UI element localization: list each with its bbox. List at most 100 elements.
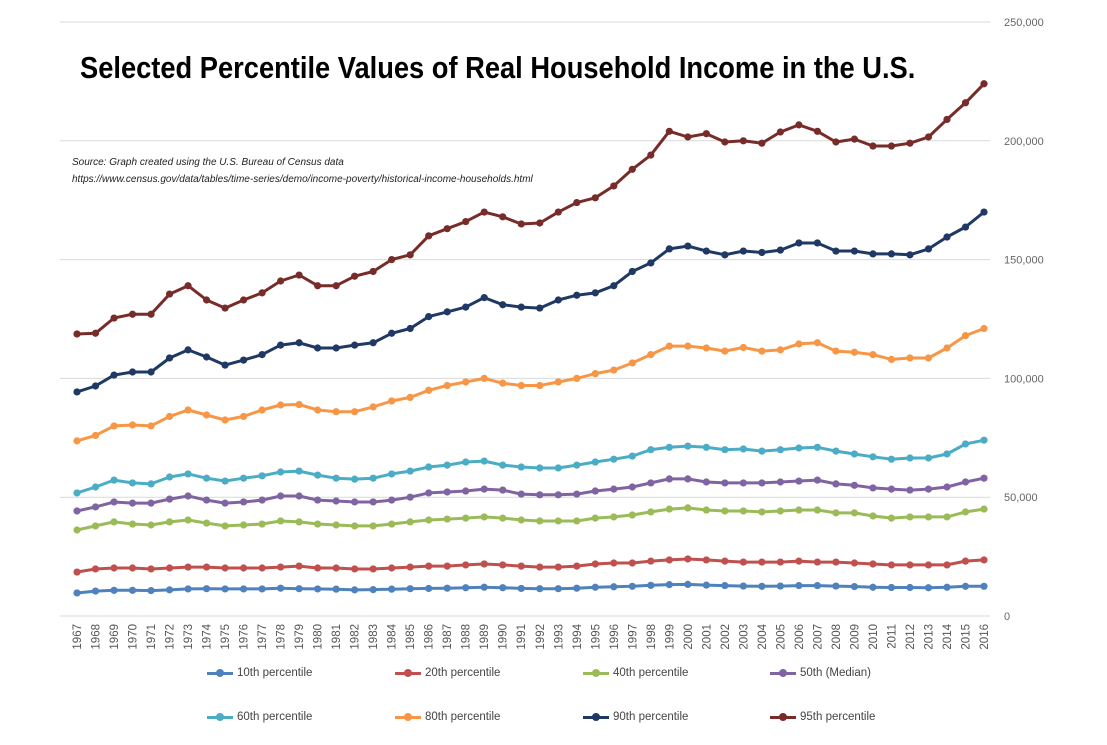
x-tick-label: 1978: [276, 624, 288, 650]
data-point: [554, 296, 562, 304]
data-point: [332, 344, 340, 352]
data-point: [128, 520, 137, 528]
x-tick-label: 1982: [350, 624, 362, 650]
data-point: [924, 485, 933, 493]
legend-marker-icon: [583, 712, 609, 721]
data-point: [721, 479, 729, 487]
data-point: [758, 508, 766, 516]
data-point: [887, 455, 896, 463]
data-point: [91, 522, 100, 530]
data-point: [147, 565, 155, 573]
data-point: [332, 474, 340, 482]
legend-marker-icon: [770, 712, 796, 721]
data-point: [351, 498, 359, 506]
data-point: [776, 446, 784, 454]
x-tick-label: 1996: [609, 624, 621, 650]
data-point: [202, 411, 211, 419]
data-point: [295, 518, 303, 526]
data-point: [924, 245, 933, 253]
data-point: [221, 304, 229, 312]
data-point: [147, 586, 155, 595]
y-tick-label: 100,000: [1004, 373, 1044, 385]
data-point: [462, 561, 470, 569]
data-point: [591, 289, 599, 297]
legend-label: 60th percentile: [237, 711, 313, 723]
data-point: [647, 259, 655, 267]
data-point: [591, 487, 599, 495]
data-point: [591, 370, 599, 378]
data-point: [128, 564, 137, 572]
data-point: [239, 474, 248, 482]
data-point: [202, 585, 211, 593]
data-point: [684, 442, 692, 450]
data-point: [480, 583, 488, 591]
data-point: [351, 522, 359, 530]
data-point: [221, 499, 229, 507]
data-point: [980, 80, 988, 88]
data-point: [554, 378, 562, 386]
data-point: [665, 127, 673, 135]
data-point: [295, 585, 303, 593]
data-point: [665, 443, 673, 451]
data-point: [573, 291, 581, 299]
data-point: [980, 582, 988, 590]
data-point: [628, 483, 636, 491]
data-point: [721, 581, 729, 590]
data-point: [758, 139, 766, 147]
legend-label: 95th percentile: [800, 711, 876, 723]
legend-label: 80th percentile: [425, 711, 501, 723]
data-point: [850, 450, 859, 458]
x-tick-label: 1979: [294, 624, 306, 650]
data-point: [184, 282, 192, 290]
data-point: [314, 344, 322, 352]
data-point: [295, 400, 303, 409]
x-tick-label: 2009: [849, 624, 861, 650]
data-point: [425, 489, 433, 497]
data-point: [314, 406, 322, 414]
data-point: [943, 233, 951, 241]
data-point: [887, 485, 896, 493]
x-tick-label: 1975: [220, 624, 232, 650]
legend-label: 40th percentile: [613, 667, 689, 679]
data-point: [480, 485, 488, 493]
data-point: [499, 379, 507, 387]
data-point: [73, 589, 81, 597]
data-point: [647, 479, 655, 487]
data-point: [739, 558, 747, 566]
x-tick-label: 1998: [646, 624, 658, 650]
data-point: [850, 135, 859, 143]
data-point: [147, 368, 155, 376]
data-point: [628, 267, 636, 276]
data-point: [480, 457, 488, 465]
data-point: [961, 582, 970, 590]
data-point: [610, 583, 618, 591]
data-point: [610, 559, 618, 567]
x-tick-label: 1990: [498, 624, 510, 650]
data-point: [239, 296, 248, 304]
x-tick-label: 2011: [886, 624, 898, 649]
data-point: [480, 513, 488, 521]
data-point: [480, 374, 488, 382]
data-point: [721, 347, 729, 355]
data-point: [887, 514, 896, 522]
data-point: [221, 585, 229, 593]
legend-marker-icon: [583, 668, 609, 677]
data-point: [110, 586, 118, 594]
data-point: [202, 563, 211, 571]
data-point: [295, 339, 303, 347]
data-point: [110, 371, 118, 379]
data-point: [239, 356, 248, 364]
data-point: [887, 250, 896, 258]
data-point: [943, 513, 951, 521]
data-point: [202, 519, 211, 527]
data-point: [314, 282, 322, 290]
data-point: [906, 139, 914, 147]
data-point: [425, 313, 433, 321]
data-point: [314, 564, 322, 572]
data-point: [91, 382, 100, 390]
data-point: [813, 239, 822, 247]
data-point: [517, 463, 525, 471]
data-point: [73, 568, 81, 576]
series-line-8: [76, 82, 986, 336]
data-point: [165, 518, 174, 526]
